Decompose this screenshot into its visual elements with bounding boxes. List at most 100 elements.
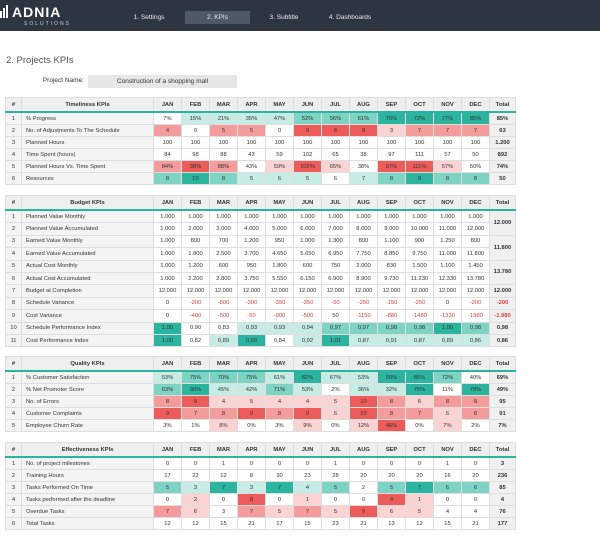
kpi-value: 3 bbox=[237, 481, 266, 495]
kpi-total: 7% bbox=[489, 419, 516, 433]
kpi-value: 20 bbox=[405, 469, 434, 483]
kpi-value: 100 bbox=[209, 136, 238, 149]
project-name[interactable]: Construction of a shopping mall bbox=[88, 75, 237, 88]
page-title: 2. Projects KPIs bbox=[6, 55, 74, 66]
kpi-value: 1.100 bbox=[377, 234, 406, 249]
kpi-value: 11.800 bbox=[461, 247, 490, 261]
month-header: FEB bbox=[181, 195, 210, 211]
month-header: MAY bbox=[265, 442, 294, 459]
month-header: AUG bbox=[349, 442, 378, 459]
kpi-value: 1 bbox=[321, 456, 350, 471]
kpi-value: 12 bbox=[181, 517, 210, 531]
row-number: 1 bbox=[5, 370, 22, 385]
kpi-value: 35% bbox=[237, 111, 266, 125]
nav-tab[interactable]: 3. Subtitle bbox=[269, 14, 299, 21]
kpi-value: 7% bbox=[153, 111, 182, 125]
kpi-name: No. of Errors bbox=[21, 395, 154, 409]
kpi-value: 75% bbox=[237, 370, 266, 385]
nav-tab[interactable]: 4. Dashboards bbox=[328, 14, 372, 21]
kpi-value: 0% bbox=[405, 419, 434, 433]
kpi-value: 42% bbox=[237, 383, 266, 397]
kpi-value: 8.900 bbox=[349, 271, 378, 286]
kpi-total: 74% bbox=[489, 160, 516, 173]
kpi-value: 12 bbox=[153, 517, 182, 531]
kpi-value: 6 bbox=[377, 505, 406, 519]
kpi-value: 0 bbox=[153, 309, 182, 323]
kpi-value: 85% bbox=[405, 370, 434, 385]
kpi-value: 1.000 bbox=[153, 247, 182, 261]
kpi-value: 2% bbox=[461, 419, 490, 433]
kpi-value: 5.550 bbox=[265, 271, 294, 286]
tables: # Timeliness KPIs JAN FEB MAR APR MAY JUN JUL AUG… bbox=[5, 97, 516, 531]
kpi-value: -1980 bbox=[461, 309, 490, 323]
kpi-value: 84 bbox=[153, 148, 182, 161]
kpi-total: 50 bbox=[489, 172, 516, 185]
month-header: MAY bbox=[265, 97, 294, 113]
kpi-value: -1150 bbox=[349, 309, 378, 323]
kpi-name: Training Hours bbox=[21, 469, 154, 483]
row-number: 1 bbox=[5, 456, 22, 471]
month-header: APR bbox=[237, 356, 266, 373]
kpi-value: 1 bbox=[433, 456, 462, 471]
kpi-value: 4.650 bbox=[265, 247, 294, 261]
month-header: AUG bbox=[349, 97, 378, 113]
kpi-value: 0,89 bbox=[433, 333, 462, 348]
kpi-value: 12% bbox=[349, 419, 378, 433]
kpi-total: 91 bbox=[489, 407, 516, 421]
month-header: NOV bbox=[433, 97, 462, 113]
logo-icon bbox=[0, 5, 8, 18]
kpi-value: 1.000 bbox=[377, 209, 406, 224]
kpi-row: 4 Time Spent (hours) 84 98 88 43 59 102 65 38 97 11… bbox=[5, 148, 516, 161]
kpi-value: 5.000 bbox=[265, 222, 294, 236]
header-row: # Effectiveness KPIs JAN FEB MAR APR MAY JUN JUL… bbox=[5, 442, 516, 459]
kpi-value: 0 bbox=[293, 456, 322, 471]
kpi-value: 9 bbox=[181, 395, 210, 409]
kpi-value: 8 bbox=[461, 395, 490, 409]
kpi-value: 0 bbox=[405, 456, 434, 471]
kpi-value: 3 bbox=[377, 124, 406, 137]
kpi-value: 21 bbox=[237, 517, 266, 531]
month-header: APR bbox=[237, 442, 266, 459]
kpi-value: 7 bbox=[265, 481, 294, 495]
kpi-value: 5 bbox=[321, 481, 350, 495]
kpi-value: 9.000 bbox=[377, 222, 406, 236]
kpi-value: 6.950 bbox=[321, 247, 350, 261]
kpi-value: 2.500 bbox=[209, 247, 238, 261]
row-number: 3 bbox=[5, 234, 22, 249]
kpi-name: Total Tasks bbox=[21, 517, 154, 531]
kpi-value: 1.000 bbox=[349, 209, 378, 224]
kpi-value: 2 bbox=[349, 481, 378, 495]
kpi-value: 0,93 bbox=[265, 321, 294, 335]
kpi-value: 4 bbox=[293, 395, 322, 409]
table-title: Timeliness KPIs bbox=[21, 97, 154, 113]
kpi-value: 8% bbox=[209, 419, 238, 433]
kpi-value: -500 bbox=[293, 309, 322, 323]
month-header: JAN bbox=[153, 442, 182, 459]
row-number: 5 bbox=[5, 259, 22, 273]
kpi-value: 1.800 bbox=[181, 247, 210, 261]
kpi-row: 2 No. of Adjustments To The Schedule 4 0 5 5 0… bbox=[5, 124, 516, 137]
kpi-value: 1.200 bbox=[181, 259, 210, 273]
kpi-value: 8 bbox=[209, 172, 238, 185]
kpi-value: 4.000 bbox=[237, 222, 266, 236]
kpi-row: 6 Actual Cost Accumulated 1.000 2.200 2.800 3… bbox=[5, 271, 516, 286]
kpi-value: 9 bbox=[405, 172, 434, 185]
kpi-value: 9.750 bbox=[405, 247, 434, 261]
kpi-value: 750 bbox=[321, 259, 350, 273]
kpi-value: 1% bbox=[181, 419, 210, 433]
kpi-name: % Net Promoter Score bbox=[21, 383, 154, 397]
month-header: OCT bbox=[405, 356, 434, 373]
kpi-value: 52% bbox=[293, 111, 322, 125]
kpi-value: -200 bbox=[181, 296, 210, 311]
nav-tab[interactable]: 2. KPIs bbox=[185, 11, 250, 24]
index-header: # bbox=[5, 442, 22, 459]
kpi-value: 0,84 bbox=[265, 333, 294, 348]
nav-tab[interactable]: 1. Settings bbox=[133, 14, 165, 21]
kpi-value: 100 bbox=[321, 136, 350, 149]
kpi-value: 900 bbox=[405, 234, 434, 249]
kpi-value: 71% bbox=[265, 383, 294, 397]
kpi-value: 0,89 bbox=[209, 333, 238, 348]
kpi-value: 1.000 bbox=[153, 234, 182, 249]
kpi-value: 7 bbox=[237, 505, 266, 519]
kpi-value: 0 bbox=[153, 296, 182, 311]
